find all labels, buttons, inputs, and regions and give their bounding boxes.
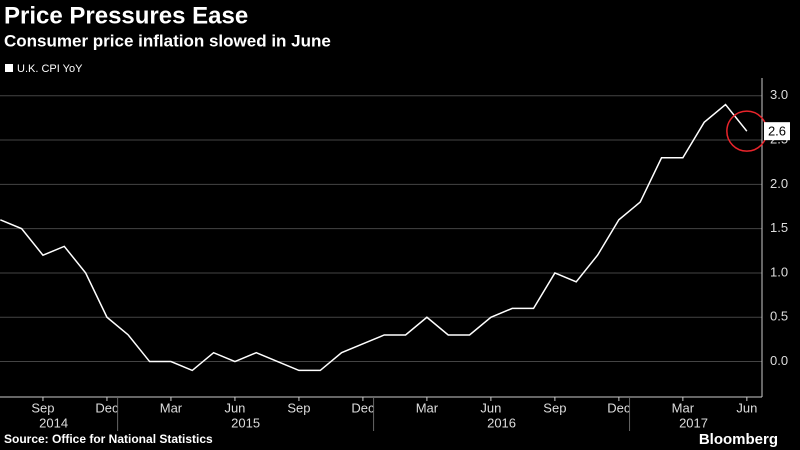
y-tick-label: 2.0: [770, 176, 788, 191]
year-label: 2014: [39, 415, 68, 430]
chart-subtitle: Consumer price inflation slowed in June: [4, 31, 331, 50]
x-tick-label: Sep: [287, 400, 310, 415]
x-tick-label: Mar: [672, 400, 695, 415]
source: Source: Office for National Statistics: [4, 432, 213, 446]
x-tick-label: Jun: [224, 400, 245, 415]
legend-swatch: [5, 64, 13, 72]
year-label: 2017: [679, 415, 708, 430]
legend-label: U.K. CPI YoY: [17, 63, 83, 75]
value-label: 2.6: [768, 124, 786, 139]
y-tick-label: 1.5: [770, 220, 788, 235]
chart-title: Price Pressures Ease: [4, 2, 248, 29]
x-tick-label: Dec: [95, 400, 119, 415]
x-tick-label: Dec: [607, 400, 631, 415]
x-tick-label: Sep: [31, 400, 54, 415]
x-tick-label: Sep: [543, 400, 566, 415]
x-tick-label: Dec: [351, 400, 375, 415]
value-label-box: [764, 122, 790, 141]
y-tick-label: 1.0: [770, 264, 788, 279]
year-label: 2015: [231, 415, 260, 430]
brand: Bloomberg: [699, 431, 778, 448]
x-tick-label: Mar: [160, 400, 183, 415]
x-tick-label: Jun: [736, 400, 757, 415]
y-tick-label: 0.5: [770, 309, 788, 324]
y-tick-label: 0.0: [770, 353, 788, 368]
year-label: 2016: [487, 415, 516, 430]
x-tick-label: Mar: [416, 400, 439, 415]
y-tick-label: 3.0: [770, 87, 788, 102]
line: [0, 103, 748, 372]
x-tick-label: Jun: [480, 400, 501, 415]
